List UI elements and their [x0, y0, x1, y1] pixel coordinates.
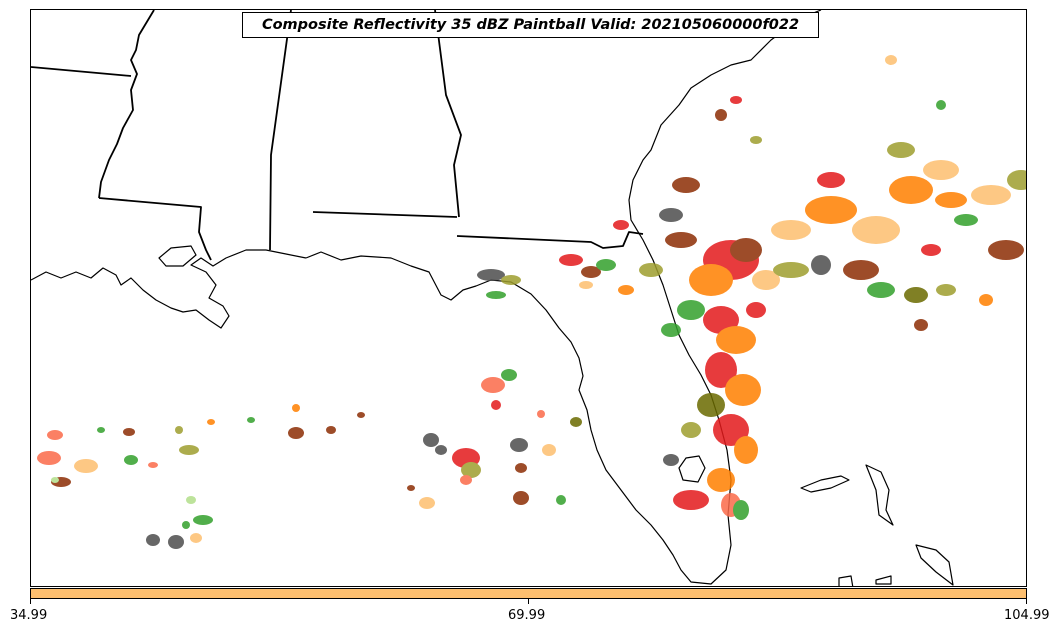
colorbar-tick-left [30, 599, 31, 604]
gulf-cells [288, 369, 582, 509]
ga-fl-border [456, 231, 644, 249]
ms-al-border [269, 10, 292, 251]
main-convective-line [639, 232, 780, 520]
al-ga-border [434, 10, 462, 218]
atlantic-band [771, 55, 1026, 331]
ms-la-border [98, 197, 212, 261]
louisiana-coast [31, 249, 307, 329]
map-title: Composite Reflectivity 35 dBZ Paintball … [242, 12, 819, 38]
western-gulf-cells [37, 417, 255, 549]
panhandle-coast [305, 10, 822, 585]
lake-pontchartrain [158, 245, 197, 267]
colorbar-tick-right [1026, 599, 1027, 604]
mississippi-river [98, 10, 155, 199]
colorbar-label-mid: 69.99 [508, 608, 546, 623]
colorbar [30, 588, 1027, 599]
colorbar-tick-mid [528, 599, 529, 604]
north-florida-cells [477, 254, 634, 299]
al-fl-border [312, 211, 458, 218]
state-borders [31, 10, 644, 261]
coastlines [31, 10, 954, 586]
reflectivity-paintballs [37, 55, 1026, 549]
ar-la-border [31, 66, 132, 77]
nassau-island [875, 575, 892, 585]
map-panel: Composite Reflectivity 35 dBZ Paintball … [30, 9, 1027, 587]
colorbar-label-min: 34.99 [10, 608, 48, 623]
lake-okeechobee [678, 455, 706, 483]
map-canvas [31, 10, 1026, 586]
andros-island [915, 544, 954, 586]
abaco-island [865, 464, 894, 526]
berry-islands [838, 575, 854, 586]
colorbar-label-max: 104.99 [1004, 608, 1050, 623]
grand-bahama [800, 475, 850, 493]
georgia-coast-cells [613, 96, 762, 230]
